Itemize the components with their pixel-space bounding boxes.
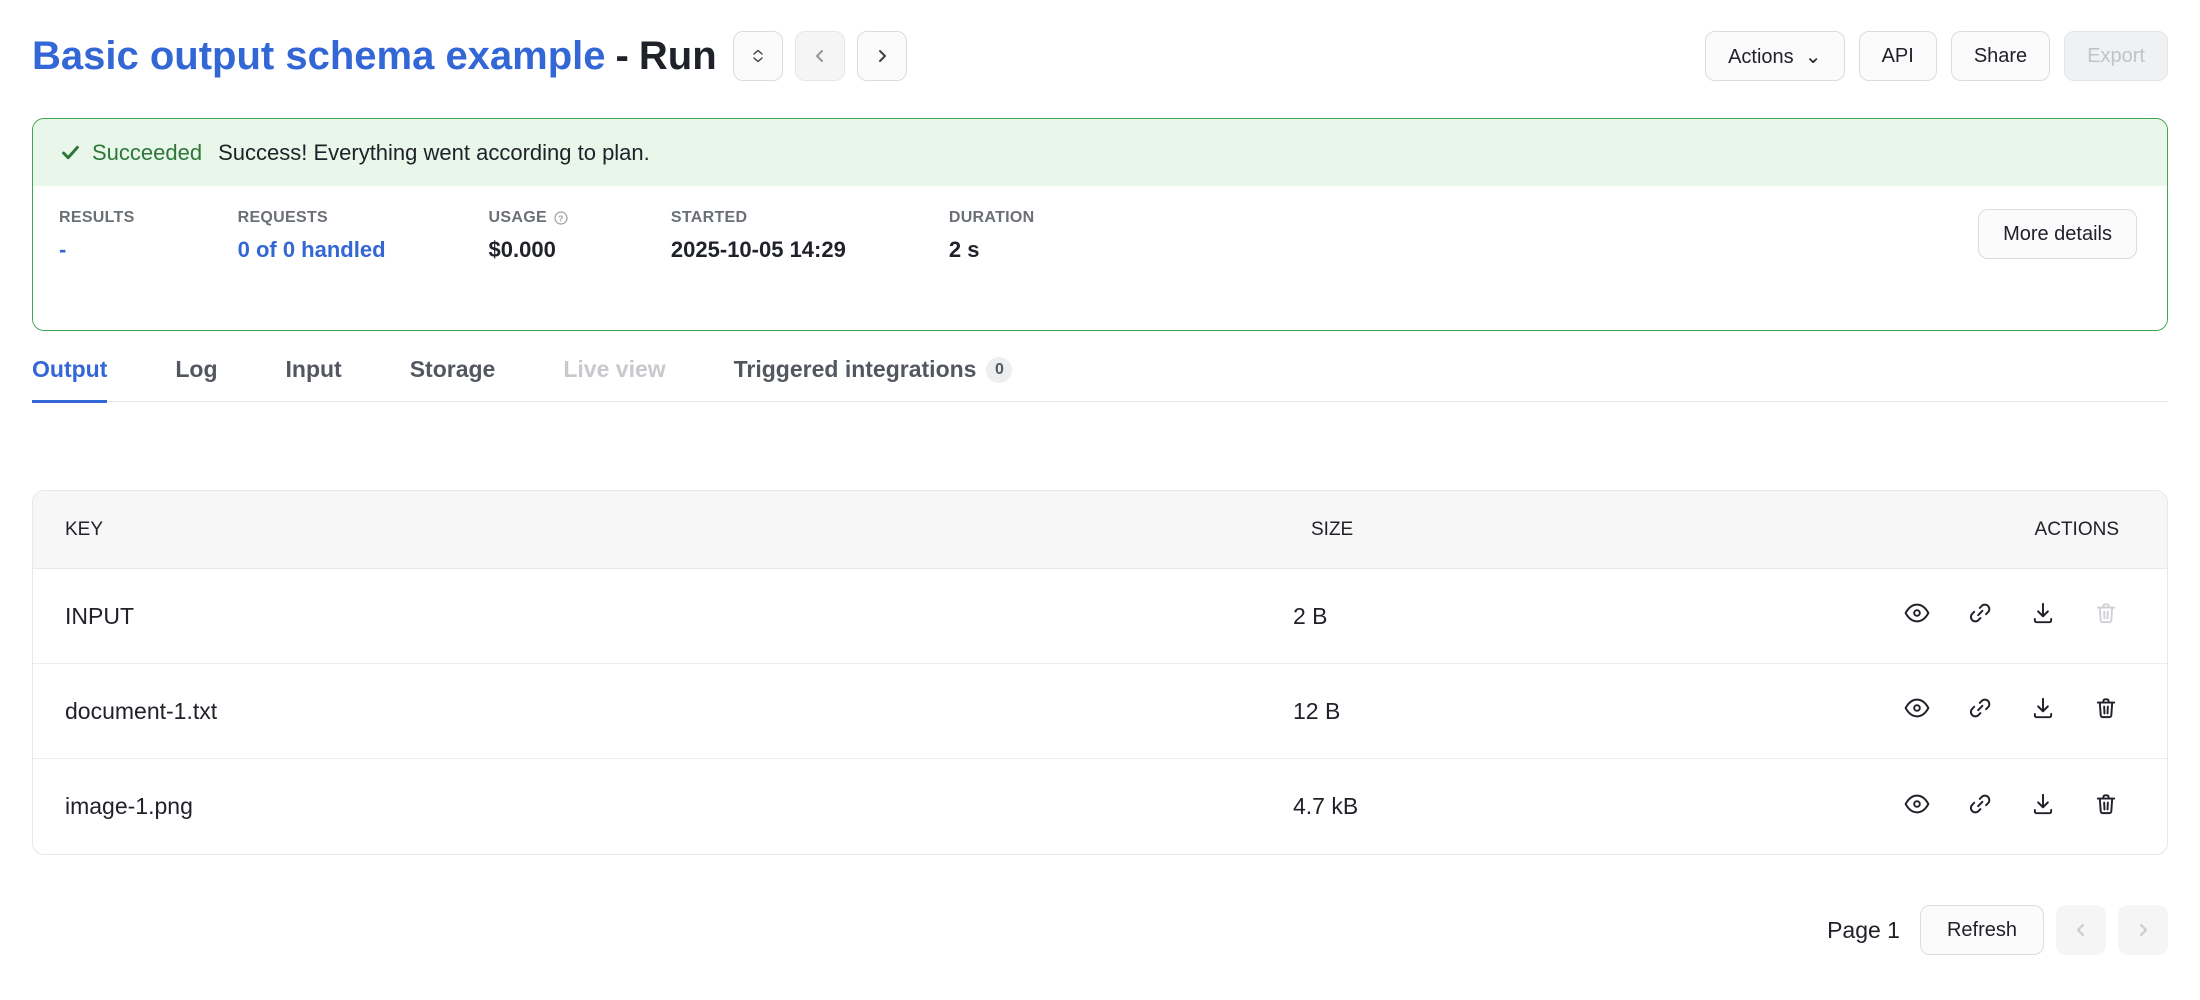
svg-text:?: ?: [558, 214, 564, 224]
